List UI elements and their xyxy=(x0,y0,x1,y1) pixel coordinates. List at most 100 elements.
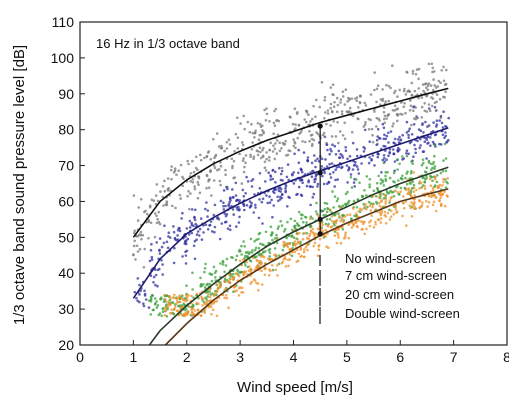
data-point xyxy=(401,174,404,178)
data-point xyxy=(315,131,318,134)
data-point xyxy=(142,302,145,306)
data-point xyxy=(297,185,301,189)
data-point xyxy=(432,88,435,92)
data-point xyxy=(192,304,195,308)
data-point xyxy=(136,250,140,253)
data-point xyxy=(373,71,377,74)
data-point xyxy=(368,224,372,228)
data-point xyxy=(359,95,362,98)
data-point xyxy=(147,218,150,222)
data-point xyxy=(199,217,203,220)
data-point xyxy=(280,193,284,196)
data-point xyxy=(419,129,423,133)
data-point xyxy=(274,142,277,145)
data-point xyxy=(210,279,214,283)
data-point xyxy=(191,288,194,291)
data-point xyxy=(186,159,189,163)
data-point xyxy=(282,244,285,247)
data-point xyxy=(169,168,173,172)
data-point xyxy=(282,240,285,244)
data-point xyxy=(383,121,387,125)
data-point xyxy=(148,259,152,263)
data-point xyxy=(341,156,345,159)
data-point xyxy=(143,292,147,296)
data-point xyxy=(408,204,412,207)
data-point xyxy=(282,143,286,146)
data-point xyxy=(323,117,326,120)
data-point xyxy=(317,248,321,251)
data-point xyxy=(364,104,368,107)
data-point xyxy=(393,91,396,95)
data-point xyxy=(183,312,187,315)
data-point xyxy=(356,198,360,201)
data-point xyxy=(316,185,319,188)
data-point xyxy=(225,278,229,282)
data-point xyxy=(175,302,178,306)
data-point xyxy=(364,203,368,206)
data-point xyxy=(198,227,202,231)
data-point xyxy=(161,273,164,276)
data-point xyxy=(332,93,335,97)
data-point xyxy=(328,152,332,156)
data-point xyxy=(310,117,314,121)
data-point xyxy=(155,306,159,309)
data-point xyxy=(337,141,340,145)
data-point xyxy=(360,162,363,165)
data-point xyxy=(215,283,219,287)
data-point xyxy=(311,196,315,199)
data-point xyxy=(303,118,307,121)
data-point xyxy=(294,146,297,150)
data-point xyxy=(149,313,153,316)
data-point xyxy=(343,215,347,218)
data-point xyxy=(301,140,304,143)
data-point xyxy=(324,222,328,226)
data-point xyxy=(354,221,358,225)
data-point xyxy=(316,157,319,161)
data-point xyxy=(236,147,240,150)
data-point xyxy=(243,165,246,169)
data-point xyxy=(357,117,360,121)
data-point xyxy=(167,231,171,234)
data-point xyxy=(304,140,307,144)
data-point xyxy=(202,283,205,286)
data-point xyxy=(295,232,299,236)
data-point xyxy=(162,307,165,310)
data-point xyxy=(277,225,281,228)
data-point xyxy=(271,238,274,242)
data-point xyxy=(328,162,331,166)
data-point xyxy=(160,259,163,262)
data-point xyxy=(425,86,428,89)
data-point xyxy=(232,159,236,163)
data-point xyxy=(405,131,409,134)
legend-item: No wind-screen xyxy=(319,251,435,266)
data-point xyxy=(175,298,179,302)
data-point xyxy=(413,194,417,197)
data-point xyxy=(322,182,326,186)
data-point xyxy=(320,81,324,84)
data-point xyxy=(186,312,189,315)
data-point xyxy=(342,237,346,240)
data-point xyxy=(383,210,387,214)
data-point xyxy=(279,187,283,191)
data-point xyxy=(389,86,392,90)
data-point xyxy=(368,185,372,189)
data-point xyxy=(161,310,165,314)
data-point xyxy=(261,251,265,254)
data-point xyxy=(243,127,246,131)
data-point xyxy=(262,146,265,150)
data-point xyxy=(273,109,276,113)
data-point xyxy=(229,228,232,232)
data-point xyxy=(161,185,165,188)
data-point xyxy=(300,170,304,174)
data-point xyxy=(164,309,167,313)
data-point xyxy=(271,150,275,153)
data-point xyxy=(339,206,342,210)
data-point xyxy=(150,242,153,246)
data-point xyxy=(327,246,330,249)
data-point xyxy=(344,192,348,196)
series-line xyxy=(132,127,449,299)
data-point xyxy=(325,165,329,168)
data-point xyxy=(272,204,276,207)
data-point xyxy=(206,282,209,286)
data-point xyxy=(213,230,216,234)
